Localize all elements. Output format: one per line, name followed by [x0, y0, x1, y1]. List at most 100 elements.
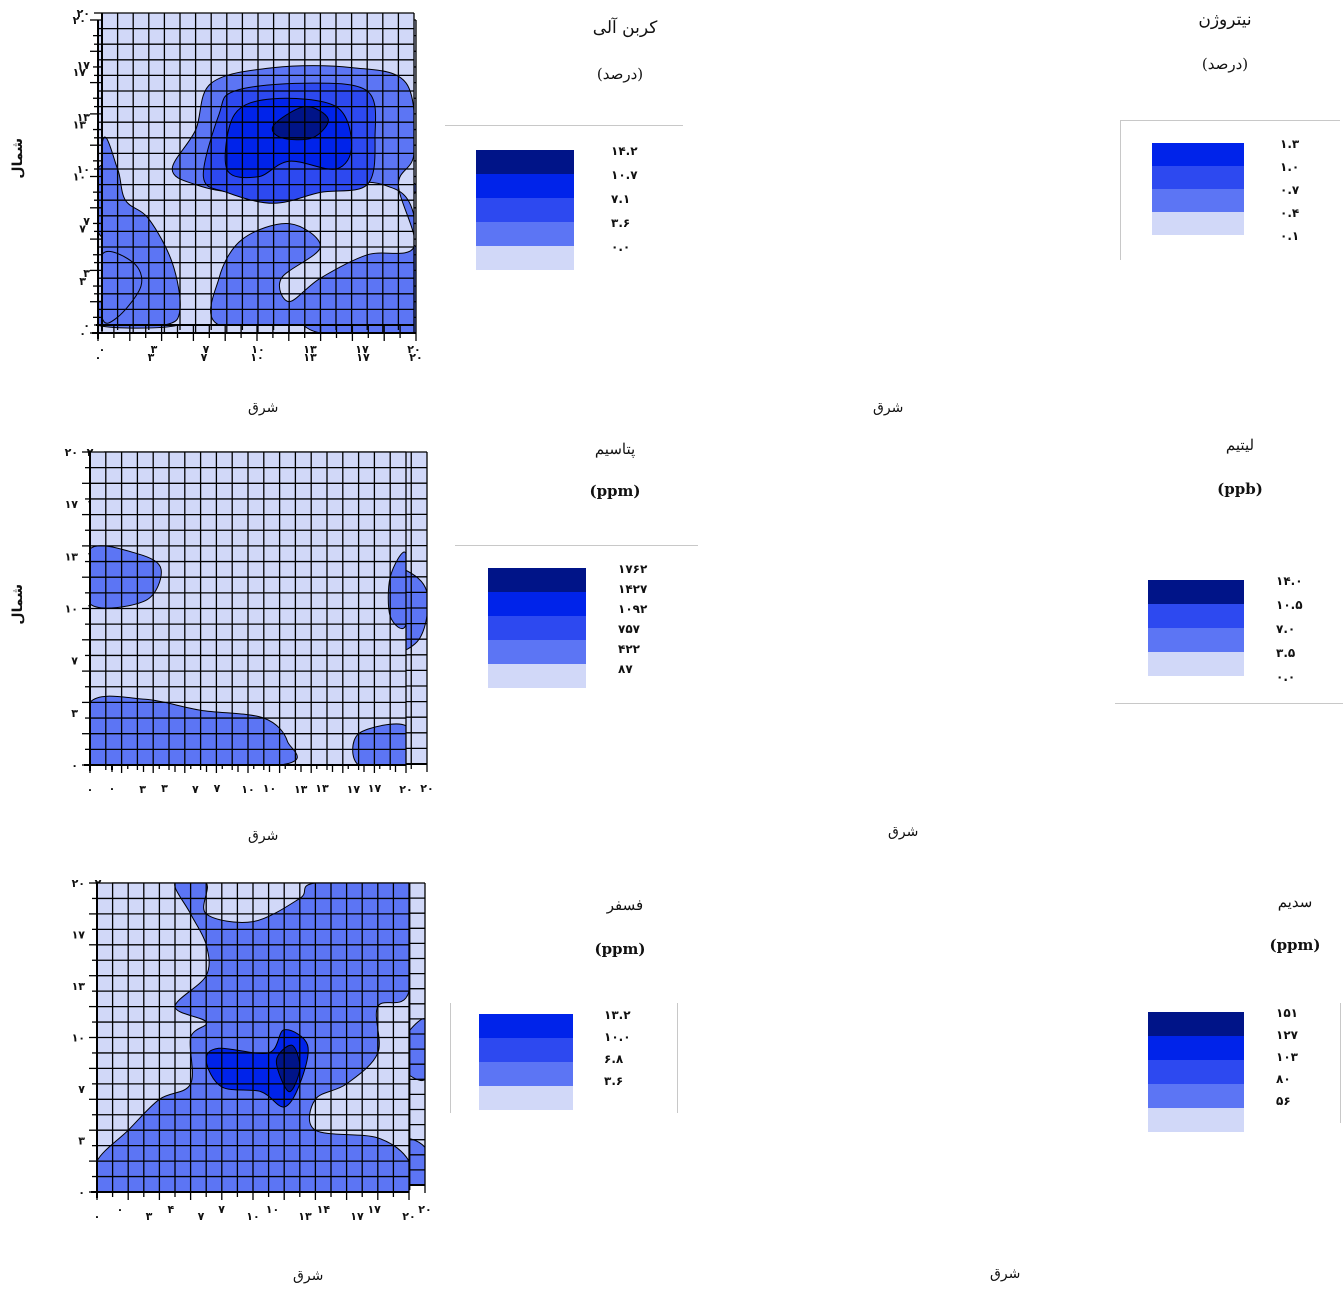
x-axis-label-nitrogen: شرق — [873, 400, 904, 416]
legend-value: ۳.۵ — [1276, 646, 1296, 660]
x-tick-label: ۱۰ — [251, 343, 264, 356]
y-tick-label: ۱۰ — [65, 603, 78, 616]
legend-value: ۱۳.۲ — [604, 1008, 631, 1022]
legend-value: ۰.۱ — [1280, 229, 1300, 243]
legend-swatch — [1152, 189, 1244, 212]
x-tick-label: ۱۰ — [246, 1210, 259, 1223]
x-tick-label: ۱۷ — [367, 1203, 381, 1216]
legend-swatch — [1148, 628, 1244, 652]
legend-value: ۱.۳ — [1280, 137, 1300, 151]
legend-swatch — [1148, 1084, 1244, 1108]
y-tick-label: ۷ — [78, 1083, 85, 1096]
x-tick-label: ۰ — [95, 351, 102, 364]
legend-value: ۳.۶ — [611, 216, 631, 230]
legend-value: ۶.۸ — [604, 1052, 624, 1066]
legend-swatch — [1148, 1060, 1244, 1084]
x-tick-label: ۱۷ — [356, 351, 370, 364]
y-tick-label: ۱۳ — [65, 550, 79, 563]
x-tick-label: ۰ — [99, 343, 106, 356]
x-tick-label: ۲۰ — [407, 343, 420, 356]
legend-value: ۰.۰ — [1276, 670, 1296, 684]
y-tick-label: ۰ — [71, 759, 78, 772]
x-tick-label: ۱۷ — [347, 783, 361, 796]
y-tick-label: ۳ — [78, 1135, 85, 1148]
x-axis-label-sodium: شرق — [990, 1266, 1021, 1282]
contour-map-5: ۰ ۳ ۷ ۱۰ ۱۳ ۱۷ ۲۰ ۰ ۳ ۷ ۱۰ ۱۳ ۱۷ ۲۰ — [72, 877, 416, 1223]
map-grid — [96, 882, 410, 1193]
contour-region-level-2 — [102, 250, 143, 324]
y-axis-label-organic-carbon: شمال — [10, 138, 26, 179]
x-tick-label: ۱۷ — [368, 782, 382, 795]
chart-unit-sodium: (ppm) — [1269, 936, 1321, 954]
legend-swatch — [476, 174, 574, 198]
y-tick-label: ۱۷ — [65, 498, 79, 511]
y-tick-label: ۱۳ — [77, 111, 91, 124]
x-tick-label: ۱۳ — [303, 351, 317, 364]
x-tick-label: ۱۳ — [315, 782, 329, 795]
legend-swatch — [1152, 166, 1244, 189]
legend-swatch — [1152, 212, 1244, 235]
legend-value: ۴۲۲ — [618, 642, 640, 656]
divider-nitrogen-top — [1120, 120, 1340, 121]
x-tick-label: ۷ — [214, 782, 221, 795]
y-tick-label: ۲۰ — [65, 446, 78, 459]
y-tick-label: ۱۰ — [73, 171, 86, 184]
x-axis-label-lithium: شرق — [888, 824, 919, 840]
x-axis-label-potassium: شرق — [248, 828, 279, 844]
legend-value: ۱۵۱ — [1276, 1006, 1298, 1020]
legend-value: ۷۵۷ — [618, 622, 640, 636]
legend-swatch — [1152, 235, 1244, 258]
x-tick-label: ۱۳ — [298, 1210, 312, 1223]
x-tick-label: ۱۰ — [263, 782, 276, 795]
map-grid — [101, 12, 415, 326]
x-tick-label: ۱۷ — [355, 343, 369, 356]
divider-nitrogen — [1120, 120, 1121, 260]
x-tick-label: ۷ — [218, 1203, 225, 1216]
x-tick-label: ۳ — [161, 782, 168, 795]
x-tick-label: ۲۰ — [399, 783, 412, 796]
legend-swatch — [479, 1086, 573, 1110]
y-tick-label: ۱۳ — [73, 118, 87, 131]
x-tick-label: ۱۰ — [250, 351, 263, 364]
legend-value: ۵۶ — [1276, 1094, 1291, 1108]
x-tick-label: ۷ — [192, 783, 199, 796]
chart-panel-lithium: ۰ ۳ ۷ ۱۰ ۱۳ ۱۷ ۲۰ ۰ ۳ ۷ ۱۰ ۱۳ ۱۷ ۲۰ — [65, 430, 1343, 860]
legend-swatch — [488, 568, 586, 592]
y-tick-label: ۱۳ — [72, 980, 86, 993]
legend-sodium: ۱۵۱ ۱۲۷ ۱۰۳ ۸۰ ۵۶ — [1148, 1006, 1308, 1132]
x-axis-label-organic-carbon: شرق — [248, 400, 279, 416]
map-grid — [89, 451, 407, 766]
x-tick-label: ۱۳ — [303, 343, 317, 356]
legend-nitrogen: ۱.۳ ۱.۰ ۰.۷ ۰.۴ ۰.۱ — [1152, 137, 1299, 258]
y-tick-label: ۰ — [83, 319, 90, 332]
legend-value: ۱۰.۰ — [604, 1030, 631, 1044]
chart-title-organic-carbon: کربن آلی — [592, 18, 658, 38]
legend-value: ۱۰.۷ — [611, 168, 638, 182]
chart-unit-lithium: (ppb) — [1217, 480, 1263, 498]
legend-swatch — [476, 150, 574, 174]
y-tick-label: ۱۷ — [73, 66, 87, 79]
divider-phosphorus-right — [677, 1003, 678, 1113]
x-tick-label: ۰ — [117, 1203, 124, 1216]
x-tick-label: ۰ — [109, 782, 116, 795]
x-tick-label: ۲۰ — [402, 1210, 415, 1223]
legend-value: ۰.۰ — [611, 240, 631, 254]
y-tick-label: ۷ — [83, 215, 90, 228]
contour-map-3: ۰ ۳ ۷ ۱۰ ۱۳ ۱۷ ۲۰ ۰ ۳ ۷ ۱۰ ۱۳ ۱۷ ۲۰ — [65, 446, 413, 796]
x-tick-label: ۱۰ — [241, 783, 254, 796]
y-tick-label: ۳ — [83, 267, 90, 280]
legend-value: ۷.۰ — [1276, 622, 1296, 636]
legend-value: ۱۰۳ — [1276, 1050, 1298, 1064]
chart-title-potassium: پتاسیم — [594, 440, 636, 458]
x-tick-label: ۴ — [167, 1203, 174, 1216]
y-tick-label: ۱۰ — [77, 163, 90, 176]
legend-value: ۰.۷ — [1280, 183, 1300, 197]
contour-map-1: ۰ ۳ ۷ ۱۰ ۱۳ ۱۷ ۲۰ ۰ ۳ ۷ ۱۰ ۱۳ ۱۷ ۲۰ — [77, 7, 421, 356]
legend-value: ۱۷۶۲ — [618, 562, 648, 576]
divider-organic-carbon — [445, 125, 683, 126]
legend-swatch — [1152, 143, 1244, 166]
y-tick-label: ۷ — [71, 655, 78, 668]
x-tick-label: ۱۴ — [317, 1203, 331, 1216]
legend-potassium: ۱۷۶۲ ۱۴۲۷ ۱۰۹۲ ۷۵۷ ۴۲۲ ۸۷ — [488, 562, 678, 693]
x-tick-label: ۳ — [139, 783, 146, 796]
